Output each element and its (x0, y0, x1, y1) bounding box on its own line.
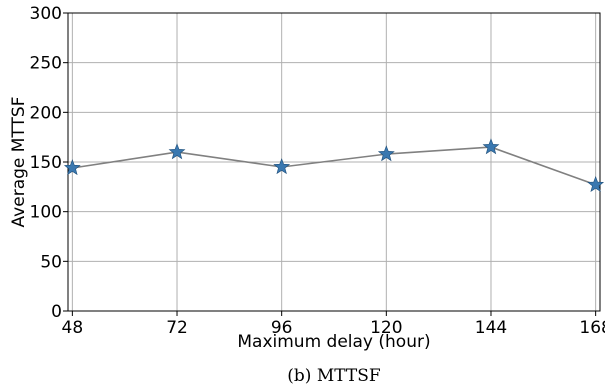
y-tick-label: 50 (40, 252, 62, 272)
figure-caption: (b) MTTSF (287, 366, 381, 386)
data-point-star (377, 145, 395, 162)
x-tick-label: 168 (579, 318, 605, 338)
data-point-star (587, 176, 605, 193)
grid (68, 12, 600, 312)
y-tick-label: 250 (30, 54, 62, 74)
y-tick-label: 300 (30, 4, 62, 24)
series (63, 138, 605, 193)
y-tick-label: 150 (30, 153, 62, 173)
series-line (72, 146, 596, 186)
y-tick-label: 100 (30, 203, 62, 223)
y-tick-label: 0 (51, 302, 62, 322)
y-tick-label: 200 (30, 103, 62, 123)
x-tick-label: 96 (271, 318, 293, 338)
x-tick-label: 120 (370, 318, 402, 338)
y-axis-label: Average MTTSF (9, 97, 29, 228)
data-point-star (482, 138, 500, 155)
x-axis: 48 72 96 120 144 168 (62, 311, 605, 338)
data-point-star (63, 159, 81, 176)
x-tick-label: 72 (166, 318, 188, 338)
x-axis-label: Maximum delay (hour) (237, 332, 430, 352)
data-point-star (168, 143, 186, 160)
x-tick-label: 48 (62, 318, 84, 338)
data-point-star (273, 158, 291, 175)
x-tick-label: 144 (475, 318, 507, 338)
y-axis: 0 50 100 150 200 250 300 (30, 4, 68, 322)
